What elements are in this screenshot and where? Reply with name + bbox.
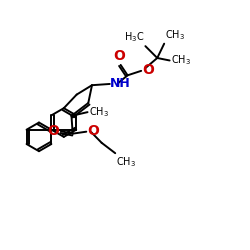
Text: CH$_3$: CH$_3$: [89, 105, 109, 119]
Text: O: O: [87, 124, 99, 138]
Text: CH$_3$: CH$_3$: [116, 155, 136, 169]
Text: O: O: [142, 63, 154, 77]
Text: O: O: [47, 124, 59, 138]
Text: H$_3$C: H$_3$C: [124, 30, 144, 44]
Text: CH$_3$: CH$_3$: [165, 28, 185, 42]
Text: CH$_3$: CH$_3$: [170, 54, 190, 67]
Text: NH: NH: [110, 78, 131, 90]
Text: O: O: [113, 50, 125, 64]
